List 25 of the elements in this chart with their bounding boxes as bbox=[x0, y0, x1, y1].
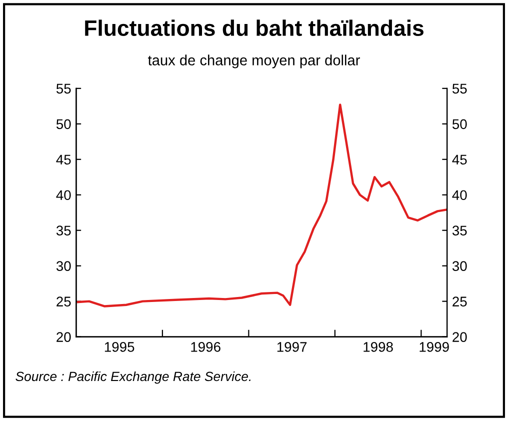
chart-subtitle: taux de change moyen par dollar bbox=[148, 54, 360, 68]
y-tick-label: 40 bbox=[56, 190, 71, 200]
y-tick-label: 45 bbox=[56, 154, 71, 165]
y-tick-label: 55 bbox=[56, 84, 71, 94]
x-tick-label: 1996 bbox=[191, 342, 220, 352]
source-note: Source : Pacific Exchange Rate Service. bbox=[16, 371, 251, 384]
y-tick-label: 20 bbox=[56, 332, 71, 342]
x-tick-label: 1997 bbox=[277, 342, 307, 352]
y-tick-label: 50 bbox=[56, 119, 71, 130]
y2-tick-label: 25 bbox=[452, 296, 467, 306]
x-tick-label: 1995 bbox=[104, 342, 134, 352]
y-tick-label: 30 bbox=[56, 261, 71, 271]
chart-title: Fluctuations du baht thaïlandais bbox=[85, 20, 424, 36]
y-tick-label: 25 bbox=[56, 296, 71, 306]
y2-tick-label: 35 bbox=[452, 226, 467, 236]
y2-tick-label: 30 bbox=[452, 261, 467, 271]
x-tick-label: 1998 bbox=[364, 342, 393, 352]
y2-tick-label: 50 bbox=[452, 119, 467, 130]
y2-tick-label: 55 bbox=[452, 84, 467, 94]
y2-tick-label: 20 bbox=[452, 332, 467, 342]
y2-tick-label: 40 bbox=[452, 190, 467, 200]
y-tick-label: 35 bbox=[56, 226, 71, 236]
y2-tick-label: 45 bbox=[452, 154, 467, 165]
line-series bbox=[76, 104, 448, 308]
x-tick-label: 1999 bbox=[420, 342, 449, 352]
